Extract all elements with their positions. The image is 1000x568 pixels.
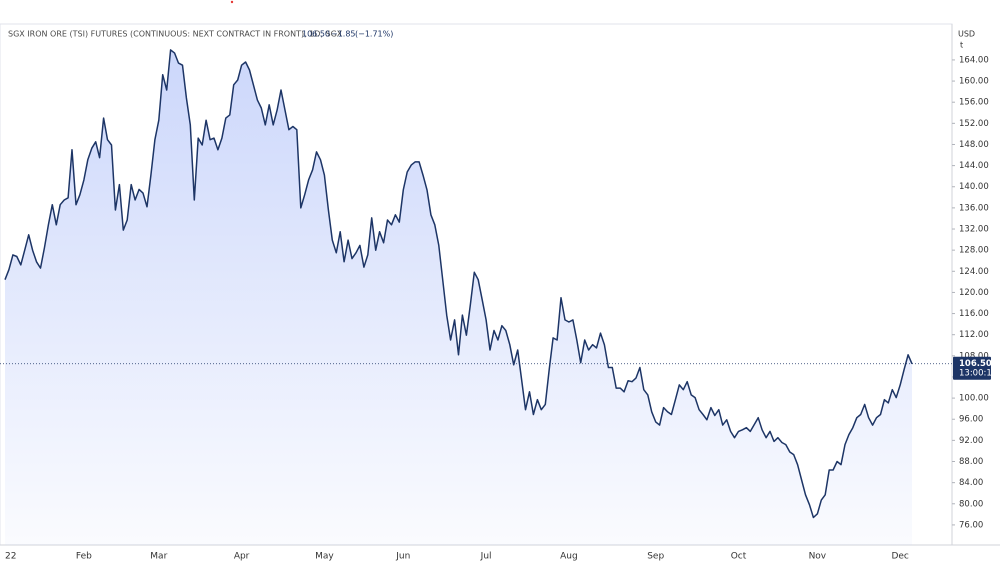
x-tick-label: Oct xyxy=(731,552,747,562)
y-tick-label: 96.00 xyxy=(959,415,983,425)
y-tick-label: 124.00 xyxy=(959,267,989,277)
y-tick-label: 108.00 xyxy=(959,351,989,361)
y-tick-label: 84.00 xyxy=(959,478,983,488)
x-tick-label: Sep xyxy=(647,552,664,562)
x-tick-label: May xyxy=(315,552,334,562)
last-price-tag-label: 106.50 xyxy=(959,359,992,369)
last-price: 106.50 xyxy=(302,30,330,39)
y-tick-label: 152.00 xyxy=(959,119,989,129)
chart-title: SGX IRON ORE (TSI) FUTURES (CONTINUOUS: … xyxy=(8,30,343,39)
y-tick-label: 148.00 xyxy=(959,140,989,150)
price-change-percent: (−1.71%) xyxy=(355,30,393,39)
x-tick-label: Mar xyxy=(150,552,167,562)
x-tick-label: Nov xyxy=(809,552,827,562)
price-line xyxy=(4,49,913,519)
last-price-tag xyxy=(953,356,991,380)
x-tick-label: Feb xyxy=(76,552,92,562)
y-tick-label: 120.00 xyxy=(959,288,989,298)
x-tick-label: 22 xyxy=(5,552,16,562)
y-tick-label: 164.00 xyxy=(959,55,989,65)
x-tick-label: Jul xyxy=(480,552,492,562)
y-tick-label: 80.00 xyxy=(959,499,983,509)
y-tick-label: 136.00 xyxy=(959,203,989,213)
y-tick-label: 160.00 xyxy=(959,77,989,87)
y-tick-label: 132.00 xyxy=(959,225,989,235)
y-tick-label: 112.00 xyxy=(959,330,989,340)
x-tick-label: Dec xyxy=(891,552,908,562)
y-tick-label: 100.00 xyxy=(959,394,989,404)
x-tick-label: Apr xyxy=(234,552,250,562)
y-tick-label: 140.00 xyxy=(959,182,989,192)
y-tick-label: 88.00 xyxy=(959,457,983,467)
marker-dot xyxy=(230,0,234,4)
area-fill xyxy=(5,49,912,546)
y-tick-label: 144.00 xyxy=(959,161,989,171)
y-tick-label: 76.00 xyxy=(959,520,983,530)
axis-unit-sub: t xyxy=(960,41,963,50)
y-tick-label: 116.00 xyxy=(959,309,989,319)
y-tick-label: 92.00 xyxy=(959,436,983,446)
price-change: −1.85 xyxy=(331,30,356,39)
countdown-label: 13:00:17 xyxy=(959,368,997,378)
x-tick-label: Aug xyxy=(560,552,578,562)
x-tick-label: Jun xyxy=(395,552,410,562)
axis-unit: USD xyxy=(958,30,975,39)
y-tick-label: 128.00 xyxy=(959,246,989,256)
y-tick-label: 156.00 xyxy=(959,98,989,108)
